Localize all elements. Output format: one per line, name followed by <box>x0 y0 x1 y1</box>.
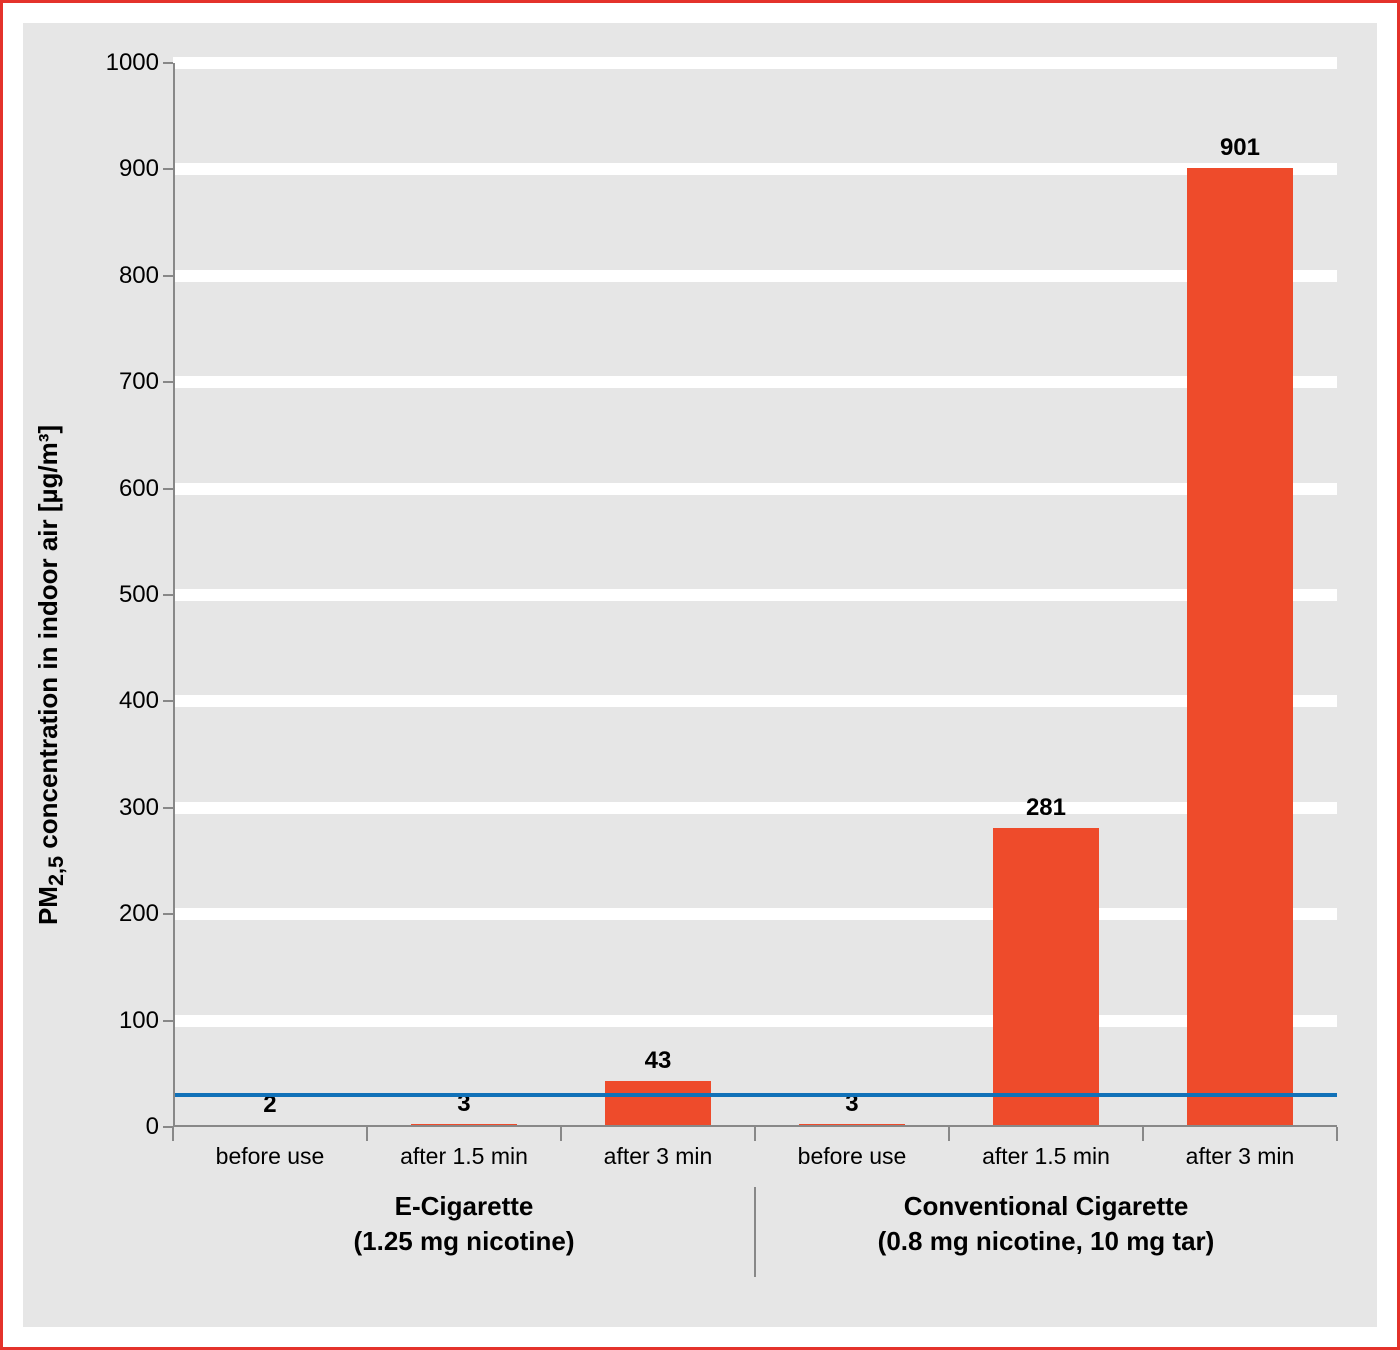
bar: 281 <box>993 828 1100 1127</box>
x-category-label: after 3 min <box>1186 1143 1295 1170</box>
group-divider <box>754 1187 756 1277</box>
group-label-line2: (1.25 mg nicotine) <box>353 1224 574 1259</box>
y-tick-label: 100 <box>119 1007 159 1035</box>
y-tick-mark <box>163 594 173 596</box>
y-tick-mark <box>163 275 173 277</box>
gridline <box>173 163 1337 175</box>
bar: 43 <box>605 1081 712 1127</box>
x-category-label: before use <box>216 1143 325 1170</box>
x-tick-mark <box>948 1127 950 1141</box>
gridline <box>173 695 1337 707</box>
y-tick-label: 0 <box>146 1113 159 1141</box>
y-tick-label: 800 <box>119 262 159 290</box>
x-tick-mark <box>1336 1127 1338 1141</box>
bar: 901 <box>1187 168 1294 1127</box>
reference-line <box>173 1093 1337 1097</box>
y-tick-mark <box>163 913 173 915</box>
y-tick-mark <box>163 807 173 809</box>
bar-value-label: 43 <box>605 1047 712 1075</box>
x-tick-mark <box>754 1127 756 1141</box>
gridline <box>173 1015 1337 1027</box>
group-label: Conventional Cigarette(0.8 mg nicotine, … <box>878 1189 1215 1259</box>
y-axis-line <box>173 63 175 1127</box>
x-tick-mark <box>366 1127 368 1141</box>
chart-frame: PM2,5 concentration in indoor air [µg/m³… <box>0 0 1400 1350</box>
y-tick-label: 500 <box>119 581 159 609</box>
group-label: E-Cigarette(1.25 mg nicotine) <box>353 1189 574 1259</box>
y-tick-label: 300 <box>119 794 159 822</box>
bar-value-label: 281 <box>993 794 1100 822</box>
gridline <box>173 270 1337 282</box>
gridline <box>173 483 1337 495</box>
chart-background: PM2,5 concentration in indoor air [µg/m³… <box>23 23 1377 1327</box>
y-tick-label: 600 <box>119 475 159 503</box>
x-tick-mark <box>1142 1127 1144 1141</box>
gridline <box>173 802 1337 814</box>
y-tick-label: 400 <box>119 687 159 715</box>
bar-value-label: 901 <box>1187 134 1294 162</box>
y-tick-label: 900 <box>119 155 159 183</box>
x-axis-line <box>173 1125 1337 1127</box>
y-tick-mark <box>163 700 173 702</box>
x-tick-mark <box>560 1127 562 1141</box>
gridline <box>173 589 1337 601</box>
group-label-line1: Conventional Cigarette <box>878 1189 1215 1224</box>
y-axis-title: PM2,5 concentration in indoor air [µg/m³… <box>33 425 69 925</box>
y-tick-mark <box>163 62 173 64</box>
y-tick-mark <box>163 1020 173 1022</box>
x-tick-mark <box>172 1127 174 1141</box>
y-tick-mark <box>163 168 173 170</box>
gridline <box>173 908 1337 920</box>
x-category-label: after 3 min <box>604 1143 713 1170</box>
gridline <box>173 376 1337 388</box>
x-category-label: after 1.5 min <box>982 1143 1110 1170</box>
plot-area: 010020030040050060070080090010002before … <box>173 63 1337 1127</box>
y-tick-mark <box>163 381 173 383</box>
x-category-label: before use <box>798 1143 907 1170</box>
y-tick-label: 1000 <box>106 49 159 77</box>
y-tick-label: 200 <box>119 900 159 928</box>
group-label-line2: (0.8 mg nicotine, 10 mg tar) <box>878 1224 1215 1259</box>
y-tick-mark <box>163 488 173 490</box>
x-category-label: after 1.5 min <box>400 1143 528 1170</box>
y-tick-label: 700 <box>119 368 159 396</box>
gridline <box>173 57 1337 69</box>
group-label-line1: E-Cigarette <box>353 1189 574 1224</box>
